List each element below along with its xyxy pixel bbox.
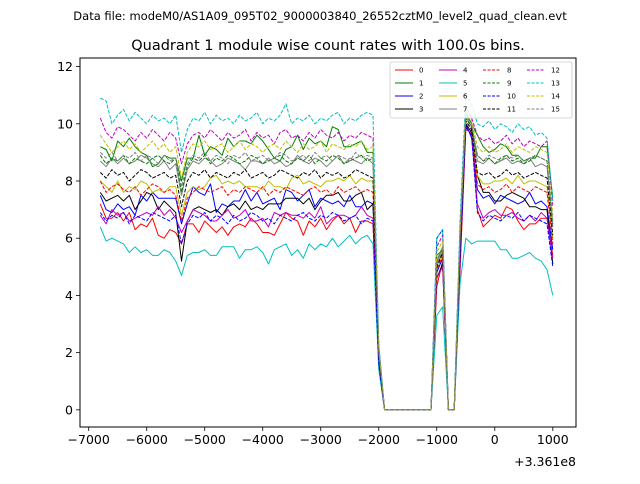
series-line-0 xyxy=(99,129,554,411)
series-line-7 xyxy=(99,114,554,411)
x-tick-label: −4000 xyxy=(242,432,284,447)
y-axis: 0 2 4 6 8 10 12 xyxy=(57,59,80,417)
legend-label-9: 9 xyxy=(507,80,511,88)
suptitle: Data file: modeM0/AS1A09_095T02_90000038… xyxy=(73,9,567,23)
legend-label-6: 6 xyxy=(463,93,468,101)
y-tick-label: 2 xyxy=(65,345,73,360)
x-axis: −7000 −6000 −5000 −4000 −3000 −2000 −1000 0 1000 xyxy=(68,427,569,447)
legend-label-8: 8 xyxy=(507,67,511,75)
legend-label-15: 15 xyxy=(551,106,560,114)
legend-label-5: 5 xyxy=(463,80,467,88)
legend-label-0: 0 xyxy=(419,67,423,75)
x-tick-label: −1000 xyxy=(416,432,458,447)
legend-label-10: 10 xyxy=(507,93,516,101)
series-line-5 xyxy=(99,226,554,411)
x-tick-label: −3000 xyxy=(300,432,342,447)
legend-box xyxy=(389,61,573,119)
x-tick-label: −6000 xyxy=(126,432,168,447)
legend-label-14: 14 xyxy=(551,93,560,101)
y-tick-label: 10 xyxy=(57,116,73,131)
legend-label-1: 1 xyxy=(419,80,423,88)
chart-title: Quadrant 1 module wise count rates with … xyxy=(131,38,525,54)
legend-label-11: 11 xyxy=(507,106,516,114)
legend-label-4: 4 xyxy=(463,67,468,75)
series-lines xyxy=(99,94,554,411)
series-line-6 xyxy=(99,117,554,411)
series-line-14 xyxy=(99,109,554,411)
series-line-4 xyxy=(99,126,554,411)
series-line-11 xyxy=(99,120,554,411)
legend-label-12: 12 xyxy=(551,67,560,75)
y-tick-label: 8 xyxy=(65,174,73,189)
y-tick-label: 0 xyxy=(65,402,73,417)
series-line-2 xyxy=(99,123,554,411)
legend-label-13: 13 xyxy=(551,80,560,88)
x-tick-label: 0 xyxy=(491,432,499,447)
x-tick-label: −7000 xyxy=(68,432,110,447)
y-tick-label: 4 xyxy=(65,288,73,303)
y-tick-label: 12 xyxy=(57,59,73,74)
series-line-10 xyxy=(99,126,554,411)
x-tick-label: −2000 xyxy=(358,432,400,447)
y-tick-label: 6 xyxy=(65,231,73,246)
x-tick-label: 1000 xyxy=(537,432,569,447)
legend-label-7: 7 xyxy=(463,106,467,114)
legend-label-2: 2 xyxy=(419,93,423,101)
legend-label-3: 3 xyxy=(419,106,423,114)
x-offset-label: +3.361e8 xyxy=(514,454,576,469)
plot-frame xyxy=(79,57,577,428)
series-line-15 xyxy=(99,114,554,411)
x-tick-label: −5000 xyxy=(184,432,226,447)
series-line-12 xyxy=(99,106,554,411)
series-line-13 xyxy=(100,94,554,411)
